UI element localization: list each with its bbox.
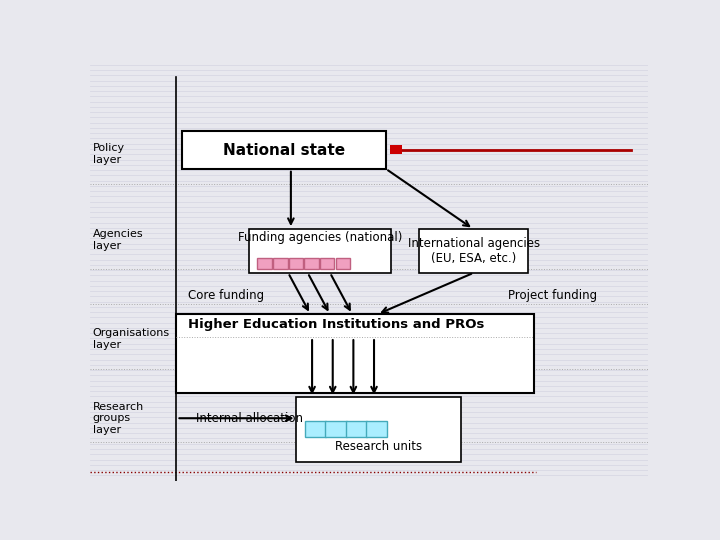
Text: Research units: Research units: [336, 440, 423, 453]
Text: Core funding: Core funding: [188, 289, 264, 302]
Text: National state: National state: [223, 143, 345, 158]
Bar: [305, 421, 326, 437]
Bar: [176, 314, 534, 393]
Bar: [346, 421, 366, 437]
Bar: [273, 258, 287, 268]
Text: Agencies
layer: Agencies layer: [93, 230, 143, 251]
Bar: [258, 258, 272, 268]
Text: International agencies
(EU, ESA, etc.): International agencies (EU, ESA, etc.): [408, 237, 540, 265]
Bar: [305, 258, 319, 268]
Bar: [419, 229, 528, 273]
Text: Policy
layer: Policy layer: [93, 144, 125, 165]
Text: Project funding: Project funding: [508, 289, 598, 302]
Bar: [182, 131, 386, 168]
Bar: [320, 258, 334, 268]
Bar: [336, 258, 350, 268]
Bar: [366, 421, 387, 437]
Bar: [289, 258, 303, 268]
Bar: [390, 145, 402, 154]
Bar: [297, 397, 461, 462]
Text: Organisations
layer: Organisations layer: [93, 328, 170, 350]
Text: Research
groups
layer: Research groups layer: [93, 402, 144, 435]
Bar: [249, 229, 392, 273]
Text: Higher Education Institutions and PROs: Higher Education Institutions and PROs: [188, 318, 484, 331]
Text: Internal allocation: Internal allocation: [196, 411, 303, 425]
Text: Funding agencies (national): Funding agencies (national): [238, 231, 402, 244]
Bar: [325, 421, 347, 437]
